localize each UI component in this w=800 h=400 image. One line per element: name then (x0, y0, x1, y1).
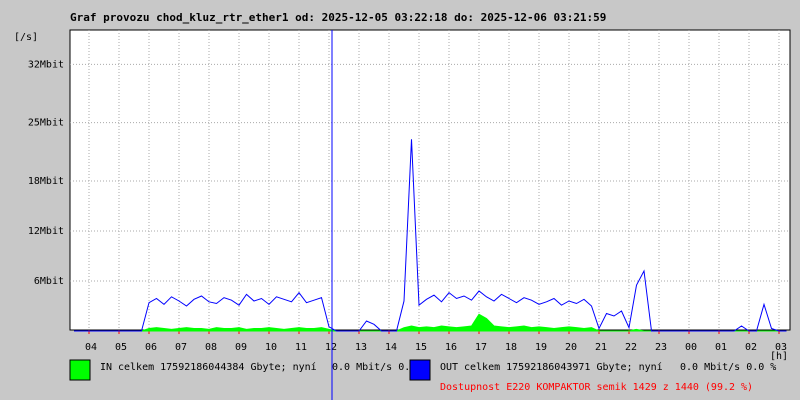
x-tick-label: 02 (745, 342, 757, 353)
x-tick-label: 03 (775, 342, 787, 353)
x-tick-label: 22 (625, 342, 637, 353)
y-tick-label: 6Mbit (34, 276, 64, 287)
x-tick-label: 20 (565, 342, 577, 353)
x-tick-label: 10 (265, 342, 277, 353)
x-tick-label: 17 (475, 342, 487, 353)
x-tick-label: 18 (505, 342, 517, 353)
legend-swatch (409, 359, 431, 381)
x-tick-label: 00 (685, 342, 697, 353)
y-tick-label: 25Mbit (28, 118, 64, 129)
legend-now: 0.0 Mbit/s 0.0 % (332, 362, 428, 373)
x-tick-label: 06 (145, 342, 157, 353)
y-tick-label: 32Mbit (28, 59, 64, 70)
x-tick-label: 15 (415, 342, 427, 353)
x-tick-label: 23 (655, 342, 667, 353)
x-tick-label: 14 (385, 342, 397, 353)
chart-title: Graf provozu chod_kluz_rtr_ether1 od: 20… (70, 11, 606, 24)
y-tick-label: 18Mbit (28, 176, 64, 187)
x-tick-label: 19 (535, 342, 547, 353)
y-tick-label: 12Mbit (28, 226, 64, 237)
x-axis-label: [h] (770, 351, 788, 362)
x-tick-label: 21 (595, 342, 607, 353)
x-tick-label: 09 (235, 342, 247, 353)
y-axis-label: [/s] (14, 32, 38, 43)
legend-label: OUT (440, 362, 458, 373)
availability: Dostupnost E220 KOMPAKTOR semik 1429 z 1… (440, 382, 753, 393)
x-tick-label: 04 (85, 342, 97, 353)
x-tick-label: 16 (445, 342, 457, 353)
legend-total: celkem 17592186044384 Gbyte; nyní (118, 361, 317, 373)
legend-total: celkem 17592186043971 Gbyte; nyní (464, 361, 663, 373)
x-tick-label: 05 (115, 342, 127, 353)
x-tick-label: 08 (205, 342, 217, 353)
x-tick-label: 01 (715, 342, 727, 353)
x-tick-label: 11 (295, 342, 307, 353)
legend-now: 0.0 Mbit/s 0.0 % (680, 362, 776, 373)
series-line (74, 139, 787, 332)
x-tick-label: 12 (325, 342, 337, 353)
x-tick-label: 13 (355, 342, 367, 353)
legend-label: IN (100, 362, 112, 373)
legend-swatch (69, 359, 91, 381)
x-tick-label: 07 (175, 342, 187, 353)
plot-area (69, 29, 791, 331)
